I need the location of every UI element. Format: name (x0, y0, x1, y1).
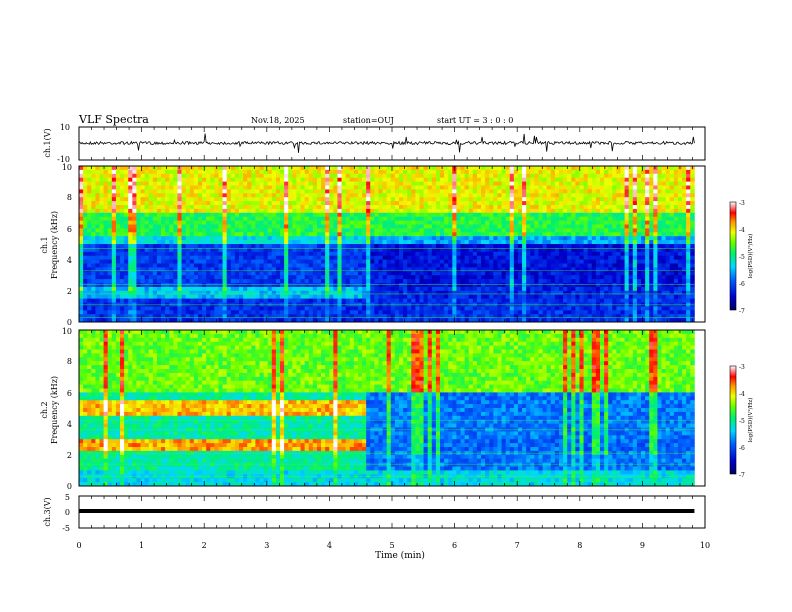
ch1-freq-tick-2: 2 (67, 287, 72, 296)
ch1-waveform-panel: 10 -10 ch.1(V) (43, 123, 705, 164)
station-label: station=OUJ (343, 116, 394, 125)
time-tick-4: 4 (327, 541, 332, 550)
time-tick-1: 1 (139, 541, 144, 550)
time-axis-label: Time (min) (375, 550, 425, 561)
ch3-ytick-0: 0 (65, 508, 70, 517)
ch2-cbar-tick-m3: -3 (739, 364, 745, 371)
ch2-freq-tick-6: 6 (67, 389, 72, 398)
ch2-cbar-label: log(PSD)(V²/Hz) (747, 398, 754, 443)
ch3-ytick-5: 5 (65, 493, 70, 502)
time-tick-9: 9 (640, 541, 645, 550)
time-tick-labels: 0 1 2 3 4 5 6 7 8 9 10 (76, 541, 710, 550)
ch1-spectrogram-panel: 0 2 4 6 8 10 ch.1 Frequency (kHz) (40, 163, 705, 327)
start-time-label: start UT = 3 : 0 : 0 (437, 116, 513, 125)
time-tick-8: 8 (577, 541, 582, 550)
ch2-freq-tick-0: 0 (67, 482, 72, 491)
ch1-freq-tick-6: 6 (67, 225, 72, 234)
time-tick-0: 0 (76, 541, 81, 550)
ch1-ylabel-frequency: Frequency (kHz) (50, 211, 59, 279)
time-tick-6: 6 (452, 541, 457, 550)
ch2-spectrogram-heatmap (79, 330, 705, 486)
ch1-ylabel: ch.1(V) (43, 128, 52, 157)
time-tick-7: 7 (515, 541, 520, 550)
ch2-ylabel-frequency: Frequency (kHz) (50, 376, 59, 444)
ch3-waveform-panel: 5 0 -5 ch.3(V) 0 1 2 3 4 5 6 7 8 9 10 Time (min) (43, 493, 710, 561)
ch2-cbar-tick-m7: -7 (739, 472, 745, 479)
ch2-ylabel-channel: ch.2 (40, 401, 49, 418)
ch1-cbar-tick-m6: -6 (739, 281, 745, 288)
ch1-freq-tick-4: 4 (67, 256, 72, 265)
ch1-ytick-top: 10 (60, 123, 70, 132)
time-tick-10: 10 (700, 541, 710, 550)
ch2-freq-tick-10: 10 (62, 327, 72, 336)
ch1-freq-tick-10: 10 (62, 163, 72, 172)
ch1-colorbar: -3 -4 -5 -6 -7 log(PSD)(V²/Hz) (730, 200, 754, 315)
ch3-ytick-m5: -5 (62, 524, 70, 533)
ch2-spectrogram-panel: 0 2 4 6 8 10 ch.2 Frequency (kHz) (40, 327, 705, 491)
ch1-ylabel-channel: ch.1 (40, 236, 49, 253)
ch2-freq-tick-2: 2 (67, 451, 72, 460)
ch2-freq-tick-4: 4 (67, 420, 72, 429)
time-tick-5: 5 (389, 541, 394, 550)
ch1-spectrogram-heatmap (79, 166, 705, 322)
time-tick-3: 3 (264, 541, 269, 550)
ch1-cbar-tick-m4: -4 (739, 227, 745, 234)
ch2-freq-tick-8: 8 (67, 357, 72, 366)
ch2-cbar-tick-m4: -4 (739, 391, 745, 398)
ch1-freq-tick-8: 8 (67, 193, 72, 202)
ch2-colorbar: -3 -4 -5 -6 -7 log(PSD)(V²/Hz) (730, 364, 754, 479)
figure-title: VLF Spectra (78, 113, 149, 126)
date-label: Nov.18, 2025 (251, 116, 305, 125)
ch1-freq-tick-0: 0 (67, 318, 72, 327)
ch1-cbar-tick-m7: -7 (739, 308, 745, 315)
ch2-cbar-tick-m6: -6 (739, 445, 745, 452)
ch2-cbar-tick-m5: -5 (739, 418, 745, 425)
ch1-cbar-label: log(PSD)(V²/Hz) (747, 234, 754, 279)
ch3-ylabel: ch.3(V) (43, 497, 52, 526)
ch1-cbar-tick-m3: -3 (739, 200, 745, 207)
ch1-cbar-tick-m5: -5 (739, 254, 745, 261)
time-tick-2: 2 (202, 541, 207, 550)
